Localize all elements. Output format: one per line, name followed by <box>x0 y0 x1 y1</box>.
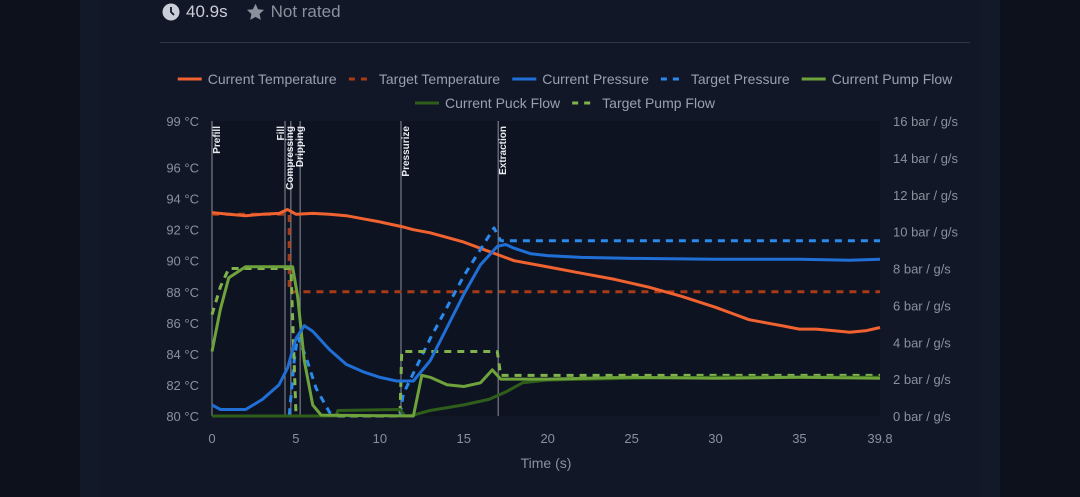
legend-label: Target Pressure <box>691 71 790 87</box>
right-gutter <box>980 0 1000 497</box>
star-icon <box>246 3 264 20</box>
phase-label: Fill <box>276 126 287 141</box>
y-left-tick-label: 96 °C <box>166 161 199 176</box>
y-right-tick-label: 8 bar / g/s <box>893 262 951 277</box>
phase-label: Compressing <box>285 126 296 190</box>
duration-value: 40.9s <box>186 2 228 21</box>
legend-item[interactable]: Current Pump Flow <box>801 71 953 87</box>
y-left-tick-label: 84 °C <box>166 347 199 362</box>
y-right-tick-label: 16 bar / g/s <box>893 114 959 129</box>
phase-label: Extraction <box>498 126 509 175</box>
legend-item[interactable]: Current Pressure <box>512 71 649 87</box>
y-left-tick-label: 88 °C <box>166 285 199 300</box>
plot-area <box>212 121 880 416</box>
phase-label: Dripping <box>295 126 306 167</box>
phase-label: Prefill <box>212 126 223 154</box>
y-right-tick-label: 2 bar / g/s <box>893 372 951 387</box>
x-axis-label: Time (s) <box>521 455 572 471</box>
legend-label: Current Temperature <box>208 71 337 87</box>
series-line-current-temperature <box>211 208 881 334</box>
y-right-tick-label: 6 bar / g/s <box>893 298 951 313</box>
series-lines <box>210 208 881 418</box>
axes: 80 °C 82 °C 84 °C 86 °C 88 °C 90 °C 92 °C 94 °C… <box>166 114 958 446</box>
x-tick-label: 39.8 <box>867 431 892 446</box>
x-tick-label: 20 <box>540 431 554 446</box>
y-left-tick-label: 99 °C <box>166 114 199 129</box>
legend-item[interactable]: Target Pump Flow <box>572 95 716 111</box>
clock-icon <box>162 3 180 21</box>
rating[interactable]: Not rated <box>246 2 341 22</box>
series-line-current-pressure <box>211 243 881 411</box>
y-left-tick-label: 80 °C <box>166 409 199 424</box>
legend-item[interactable]: Current Temperature <box>177 71 337 87</box>
y-right-tick-label: 14 bar / g/s <box>893 151 959 166</box>
x-tick-label: 10 <box>373 431 387 446</box>
legend-item[interactable]: Target Temperature <box>348 71 500 87</box>
y-left-tick-label: 86 °C <box>166 316 199 331</box>
y-right-tick-label: 10 bar / g/s <box>893 225 959 240</box>
legend-label: Current Puck Flow <box>445 95 561 111</box>
left-gutter <box>80 0 100 497</box>
legend-item[interactable]: Current Puck Flow <box>415 95 561 111</box>
divider <box>160 42 970 43</box>
legend-label: Current Pressure <box>542 71 649 87</box>
y-right-tick-label: 0 bar / g/s <box>893 409 951 424</box>
legend-label: Current Pump Flow <box>832 71 953 87</box>
x-tick-label: 15 <box>457 431 471 446</box>
y-left-tick-label: 94 °C <box>166 192 199 207</box>
y-right-tick-label: 12 bar / g/s <box>893 188 959 203</box>
y-left-tick-label: 82 °C <box>166 378 199 393</box>
legend: Current Temperature Target Temperature Cur… <box>177 71 953 111</box>
rating-value: Not rated <box>270 2 341 21</box>
legend-item[interactable]: Target Pressure <box>660 71 790 87</box>
duration: 40.9s <box>162 2 228 22</box>
x-tick-label: 30 <box>708 431 722 446</box>
y-left-tick-label: 92 °C <box>166 223 199 238</box>
shot-meta: 40.9s Not rated <box>162 2 341 22</box>
phase-label: Pressurize <box>401 126 412 177</box>
x-tick-label: 35 <box>792 431 806 446</box>
y-left-tick-label: 90 °C <box>166 254 199 269</box>
legend-label: Target Pump Flow <box>602 95 716 111</box>
x-tick-label: 25 <box>624 431 638 446</box>
x-tick-label: 5 <box>292 431 299 446</box>
y-right-tick-label: 4 bar / g/s <box>893 335 951 350</box>
x-tick-label: 0 <box>208 431 215 446</box>
series-line-current-pump-flow <box>210 265 881 418</box>
legend-label: Target Temperature <box>379 71 500 87</box>
